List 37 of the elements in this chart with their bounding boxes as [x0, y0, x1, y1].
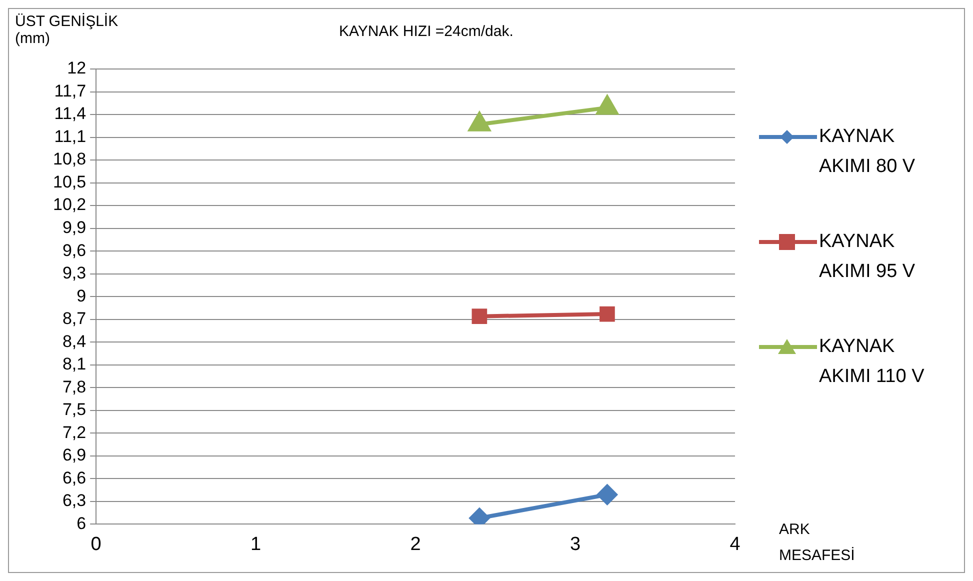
y-tick-label: 10,8 [52, 150, 86, 169]
x-tick-label: 1 [250, 534, 262, 555]
legend-label: KAYNAK AKIMI 110 V [819, 335, 926, 389]
y-tick-label: 10,5 [52, 172, 86, 192]
y-tick-label: 9 [76, 286, 86, 306]
y-tick-label: 7,5 [62, 400, 86, 420]
y-tick-label: 9,9 [62, 218, 86, 238]
chart-title: KAYNAK HIZI =24cm/dak. [339, 23, 514, 40]
y-tick-label: 12 [67, 58, 86, 78]
point [468, 112, 490, 132]
x-axis-title: ARK MESAFESİ [779, 520, 856, 566]
point [596, 96, 618, 115]
y-tick-label: 9,3 [62, 264, 86, 283]
y-tick-label: 7,8 [62, 377, 86, 396]
y-tick-label: 8,4 [62, 332, 86, 351]
point [597, 484, 618, 505]
y-axis-title: ÜST GENİŞLİK (mm) [15, 13, 120, 47]
x-tick-label: 3 [570, 534, 581, 555]
point [472, 308, 488, 324]
y-tick-label: 10,2 [52, 195, 86, 214]
legend-label: KAYNAK AKIMI 80 V [819, 125, 916, 179]
legend-label: KAYNAK AKIMI 95 V [819, 230, 916, 284]
x-tick-label: 0 [90, 534, 102, 555]
y-tick-label: 8,1 [62, 354, 86, 374]
y-tick-label: 6,9 [62, 446, 86, 465]
y-tick-label: 9,6 [62, 240, 86, 260]
y-tick-label: 11,4 [54, 104, 86, 124]
y-tick-label: 6,6 [62, 468, 86, 488]
y-tick-label: 6 [76, 514, 86, 533]
x-tick-label: 2 [410, 534, 421, 555]
point [600, 306, 615, 322]
x-tick-label: 4 [730, 534, 741, 555]
y-tick-label: 8,7 [62, 309, 86, 328]
y-tick-label: 7,2 [62, 422, 86, 442]
y-tick-label: 6,3 [62, 491, 86, 510]
y-tick-label: 11,7 [54, 81, 86, 100]
y-tick-label: 11,1 [54, 126, 86, 146]
